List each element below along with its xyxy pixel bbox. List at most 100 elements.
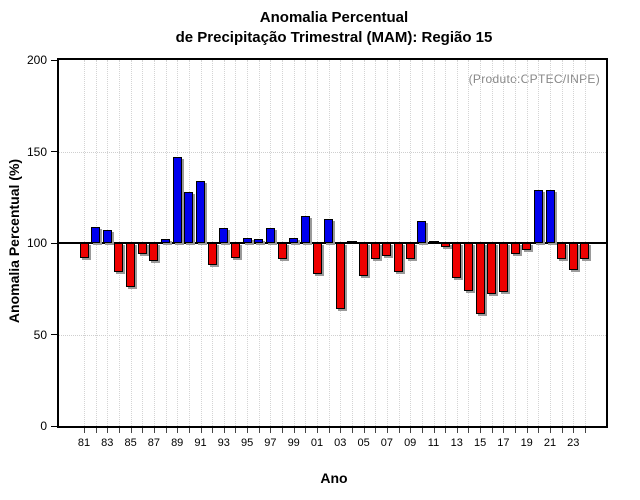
x-tick-2021 xyxy=(550,428,551,433)
x-tick-2012 xyxy=(445,428,447,433)
bar-1981 xyxy=(79,243,89,258)
x-tick-1989 xyxy=(177,428,179,433)
x-tick-2005 xyxy=(363,428,365,433)
y-tick-50 xyxy=(51,334,57,335)
bar-1997 xyxy=(265,228,275,243)
bar-2010 xyxy=(417,221,427,243)
chart-title: Anomalia Percentual de Precipitação Trim… xyxy=(60,8,608,49)
bar-2011 xyxy=(429,241,439,244)
bar-1984 xyxy=(114,243,124,273)
x-tick-2003 xyxy=(340,428,342,433)
x-tick-2015 xyxy=(480,428,482,433)
bar-2015 xyxy=(475,243,485,315)
bar-1994 xyxy=(230,243,240,258)
bar-1992 xyxy=(207,243,217,265)
x-tick-1988 xyxy=(165,428,167,433)
bar-1983 xyxy=(102,230,112,243)
x-tick-1990 xyxy=(188,428,190,433)
x-tick-1993 xyxy=(223,428,225,433)
x-tick-label-81: 81 xyxy=(77,437,91,449)
baseline-100 xyxy=(59,242,606,244)
x-tick-2009 xyxy=(410,428,412,433)
x-tick-2004 xyxy=(351,428,353,433)
bar-1998 xyxy=(277,243,287,260)
x-tick-label-87: 87 xyxy=(147,437,161,449)
x-tick-1987 xyxy=(153,428,155,433)
bar-2013 xyxy=(452,243,462,278)
x-tick-2010 xyxy=(421,428,423,433)
x-tick-2011 xyxy=(433,428,435,433)
x-tick-1983 xyxy=(107,428,109,433)
x-tick-1994 xyxy=(235,428,237,433)
bar-2008 xyxy=(394,243,404,273)
bar-2020 xyxy=(533,189,543,243)
source-annotation: (Produto:CPTEC/INPE) xyxy=(468,72,600,86)
x-tick-label-01: 01 xyxy=(310,437,324,449)
y-tick-label-150: 150 xyxy=(26,144,47,159)
bar-1991 xyxy=(196,180,205,243)
x-tick-label-17: 17 xyxy=(497,437,510,449)
bar-1988 xyxy=(161,239,171,243)
x-tick-2008 xyxy=(398,428,400,433)
bar-1989 xyxy=(172,156,182,243)
x-tick-1986 xyxy=(142,428,144,433)
x-tick-2022 xyxy=(561,428,563,433)
x-tick-label-91: 91 xyxy=(194,437,207,449)
x-tick-1999 xyxy=(293,428,295,433)
x-tick-2000 xyxy=(305,428,307,433)
bar-2019 xyxy=(522,243,532,251)
x-tick-2024 xyxy=(584,428,586,433)
x-tick-1984 xyxy=(118,428,120,433)
chart-title-line2: de Precipitação Trimestral (MAM): Região… xyxy=(175,29,493,47)
plot-area: (Produto:CPTEC/INPE) xyxy=(57,58,608,428)
bar-1993 xyxy=(219,228,229,243)
bar-2023 xyxy=(568,243,578,271)
bar-1995 xyxy=(242,237,252,243)
x-tick-2014 xyxy=(468,428,470,433)
bar-2007 xyxy=(382,243,392,256)
x-tick-1982 xyxy=(95,428,97,433)
chart-title-line1: Anomalia Percentual xyxy=(259,9,409,26)
x-tick-label-07: 07 xyxy=(380,437,394,449)
x-tick-2016 xyxy=(491,428,493,433)
h-gridline-150 xyxy=(59,151,606,153)
y-tick-100 xyxy=(51,242,57,244)
bar-1985 xyxy=(126,243,136,287)
x-tick-label-21: 21 xyxy=(543,437,557,449)
x-tick-label-19: 19 xyxy=(520,437,533,449)
x-tick-2001 xyxy=(317,428,318,433)
x-tick-label-09: 09 xyxy=(404,437,417,449)
bar-2018 xyxy=(510,243,520,254)
x-tick-label-99: 99 xyxy=(287,437,300,449)
bar-1982 xyxy=(91,226,101,243)
y-tick-label-200: 200 xyxy=(26,53,47,67)
bar-1987 xyxy=(149,243,159,262)
x-tick-label-23: 23 xyxy=(567,437,580,449)
y-tick-label-100: 100 xyxy=(26,236,47,250)
bar-2001 xyxy=(312,243,322,275)
x-tick-1996 xyxy=(258,428,260,433)
bar-2014 xyxy=(463,243,473,291)
bar-2012 xyxy=(440,243,450,247)
x-tick-1985 xyxy=(130,428,132,433)
x-tick-2006 xyxy=(375,428,377,433)
bar-2004 xyxy=(347,241,358,244)
x-tick-label-89: 89 xyxy=(171,437,184,449)
x-tick-label-93: 93 xyxy=(217,437,230,449)
x-tick-label-95: 95 xyxy=(240,437,254,449)
x-tick-1992 xyxy=(212,428,214,433)
x-tick-2023 xyxy=(573,428,575,433)
x-tick-label-15: 15 xyxy=(473,437,487,449)
x-tick-label-83: 83 xyxy=(101,437,114,449)
x-tick-label-97: 97 xyxy=(264,437,277,449)
x-tick-2019 xyxy=(526,428,528,433)
x-tick-label-85: 85 xyxy=(124,437,137,449)
x-tick-2020 xyxy=(538,428,540,433)
bar-2003 xyxy=(335,243,345,309)
x-tick-label-11: 11 xyxy=(427,437,440,449)
x-axis-label: Ano xyxy=(320,470,348,486)
bar-2006 xyxy=(370,243,380,260)
x-tick-2017 xyxy=(503,428,505,433)
x-tick-2018 xyxy=(515,428,517,433)
